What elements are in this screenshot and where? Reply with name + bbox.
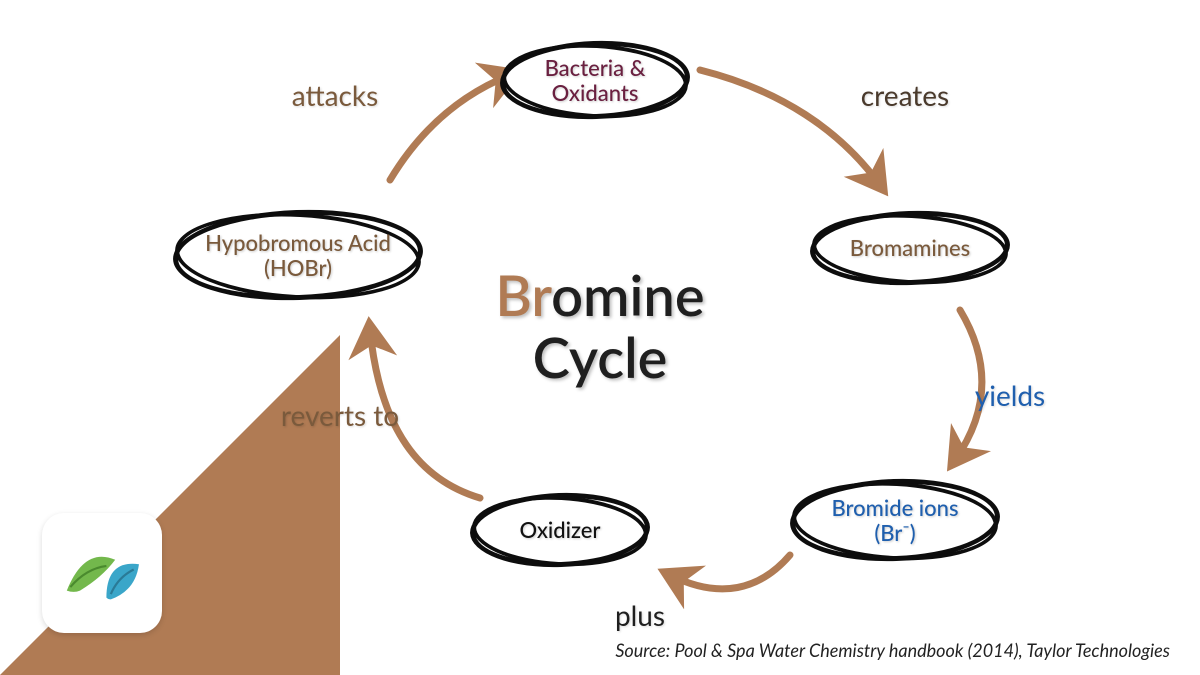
title-line2: Cycle	[460, 326, 740, 388]
diagram-title: Bromine Cycle	[460, 264, 740, 387]
edge-label-creates: creates	[861, 78, 949, 112]
edge-label-plus: plus	[615, 598, 665, 632]
node-hobr: Hypobromous Acid(HOBr)	[173, 210, 423, 300]
node-label: Bacteria &Oxidants	[535, 49, 656, 112]
edge-label-attacks: attacks	[292, 78, 379, 112]
edge-label-reverts-to: reverts to	[281, 398, 399, 432]
node-label: Oxidizer	[510, 511, 611, 548]
edge-label-yields: yields	[975, 378, 1045, 412]
arrow-bromamines-to-bromide	[700, 70, 880, 185]
node-label: Hypobromous Acid(HOBr)	[195, 224, 401, 287]
title-prefix: Br	[495, 261, 551, 328]
node-label: Bromamines	[840, 229, 980, 266]
source-citation: Source: Pool & Spa Water Chemistry handb…	[615, 639, 1170, 661]
diagram-stage: Bromine Cycle Bacteria &Oxidants Bromamin…	[0, 0, 1200, 675]
node-bacteria: Bacteria &Oxidants	[500, 41, 690, 119]
node-bromide: Bromide ions(Br⁻)	[790, 479, 1000, 561]
leaf-icon	[58, 529, 146, 617]
arrow-bacteria-to-bromamines	[390, 75, 510, 180]
arrow-oxidizer-to-hobr	[670, 555, 790, 589]
node-label: Bromide ions(Br⁻)	[821, 489, 968, 552]
node-oxidizer: Oxidizer	[470, 493, 650, 567]
title-rest: omine	[551, 261, 705, 328]
brand-logo-tile	[42, 513, 162, 633]
node-bromamines: Bromamines	[810, 211, 1010, 285]
